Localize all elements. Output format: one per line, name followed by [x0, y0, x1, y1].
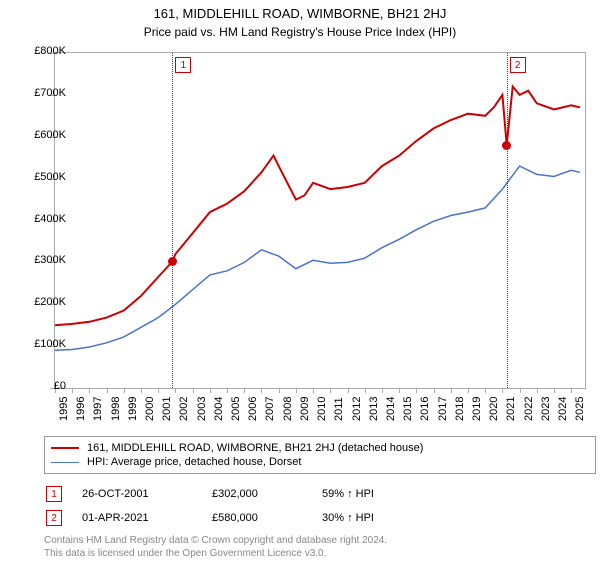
- sale-date: 26-OCT-2001: [82, 488, 212, 500]
- x-axis-tick-label: 2016: [419, 397, 431, 421]
- sale-marker-box: 2: [46, 510, 62, 526]
- x-axis-tick-label: 2018: [454, 397, 466, 421]
- chart-container: 161, MIDDLEHILL ROAD, WIMBORNE, BH21 2HJ…: [0, 6, 600, 566]
- x-axis-tick-label: 2014: [385, 397, 397, 421]
- footer-attribution: Contains HM Land Registry data © Crown c…: [44, 534, 387, 560]
- sale-row: 1 26-OCT-2001 £302,000 59% ↑ HPI: [44, 482, 582, 506]
- marker-dot: [502, 141, 511, 150]
- x-axis-tick-label: 1999: [127, 397, 139, 421]
- x-axis-tick-label: 2024: [557, 397, 569, 421]
- x-axis-tick-label: 2022: [523, 397, 535, 421]
- x-axis-tick-label: 2008: [282, 397, 294, 421]
- x-axis-tick-label: 2013: [368, 397, 380, 421]
- x-axis-tick-label: 2020: [488, 397, 500, 421]
- x-axis-tick-label: 2011: [333, 397, 345, 421]
- legend-box: 161, MIDDLEHILL ROAD, WIMBORNE, BH21 2HJ…: [44, 436, 596, 474]
- sale-date: 01-APR-2021: [82, 512, 212, 524]
- x-axis-tick-label: 1996: [75, 397, 87, 421]
- x-axis-tick-label: 2004: [213, 397, 225, 421]
- x-axis-tick-label: 2010: [316, 397, 328, 421]
- legend-item-subject: 161, MIDDLEHILL ROAD, WIMBORNE, BH21 2HJ…: [51, 441, 589, 455]
- x-axis-tick-label: 2009: [299, 397, 311, 421]
- legend-swatch-hpi: [51, 462, 79, 463]
- x-axis-tick-label: 2001: [161, 397, 173, 421]
- sale-price: £302,000: [212, 488, 322, 500]
- sale-pct-vs-hpi: 30% ↑ HPI: [322, 512, 472, 524]
- x-axis-tick-label: 2025: [574, 397, 586, 421]
- legend-swatch-subject: [51, 447, 79, 449]
- x-axis-tick-label: 1995: [58, 397, 70, 421]
- x-axis-tick-label: 2017: [437, 397, 449, 421]
- chart-title: 161, MIDDLEHILL ROAD, WIMBORNE, BH21 2HJ: [0, 6, 600, 21]
- sale-marker-box: 1: [46, 486, 62, 502]
- series-line-hpi: [55, 166, 580, 350]
- marker-dot: [168, 257, 177, 266]
- x-axis-tick-label: 1997: [92, 397, 104, 421]
- footer-line: This data is licensed under the Open Gov…: [44, 548, 326, 559]
- plot-area: 12: [54, 52, 586, 389]
- x-axis-tick-label: 2005: [230, 397, 242, 421]
- x-axis-tick-label: 2012: [351, 397, 363, 421]
- sale-pct-vs-hpi: 59% ↑ HPI: [322, 488, 472, 500]
- sale-price: £580,000: [212, 512, 322, 524]
- marker-flag: 1: [175, 57, 191, 73]
- x-axis-tick-label: 2023: [540, 397, 552, 421]
- x-axis-tick-label: 2002: [178, 397, 190, 421]
- legend-label: HPI: Average price, detached house, Dors…: [87, 456, 301, 468]
- series-line-subject: [55, 87, 580, 326]
- x-axis-tick-label: 1998: [110, 397, 122, 421]
- x-axis-tick-label: 2003: [196, 397, 208, 421]
- footer-line: Contains HM Land Registry data © Crown c…: [44, 535, 387, 546]
- x-axis-tick-label: 2019: [471, 397, 483, 421]
- x-axis-tick-label: 2006: [247, 397, 259, 421]
- chart-subtitle: Price paid vs. HM Land Registry's House …: [0, 25, 600, 39]
- x-axis-tick-label: 2021: [505, 397, 517, 421]
- x-axis-tick-label: 2015: [402, 397, 414, 421]
- sale-row: 2 01-APR-2021 £580,000 30% ↑ HPI: [44, 506, 582, 530]
- marker-flag: 2: [510, 57, 526, 73]
- x-axis-tick-label: 2007: [264, 397, 276, 421]
- x-axis-tick-label: 2000: [144, 397, 156, 421]
- sales-table: 1 26-OCT-2001 £302,000 59% ↑ HPI 2 01-AP…: [44, 482, 582, 530]
- legend-item-hpi: HPI: Average price, detached house, Dors…: [51, 455, 589, 469]
- line-series-svg: [55, 53, 585, 388]
- legend-label: 161, MIDDLEHILL ROAD, WIMBORNE, BH21 2HJ…: [87, 442, 423, 454]
